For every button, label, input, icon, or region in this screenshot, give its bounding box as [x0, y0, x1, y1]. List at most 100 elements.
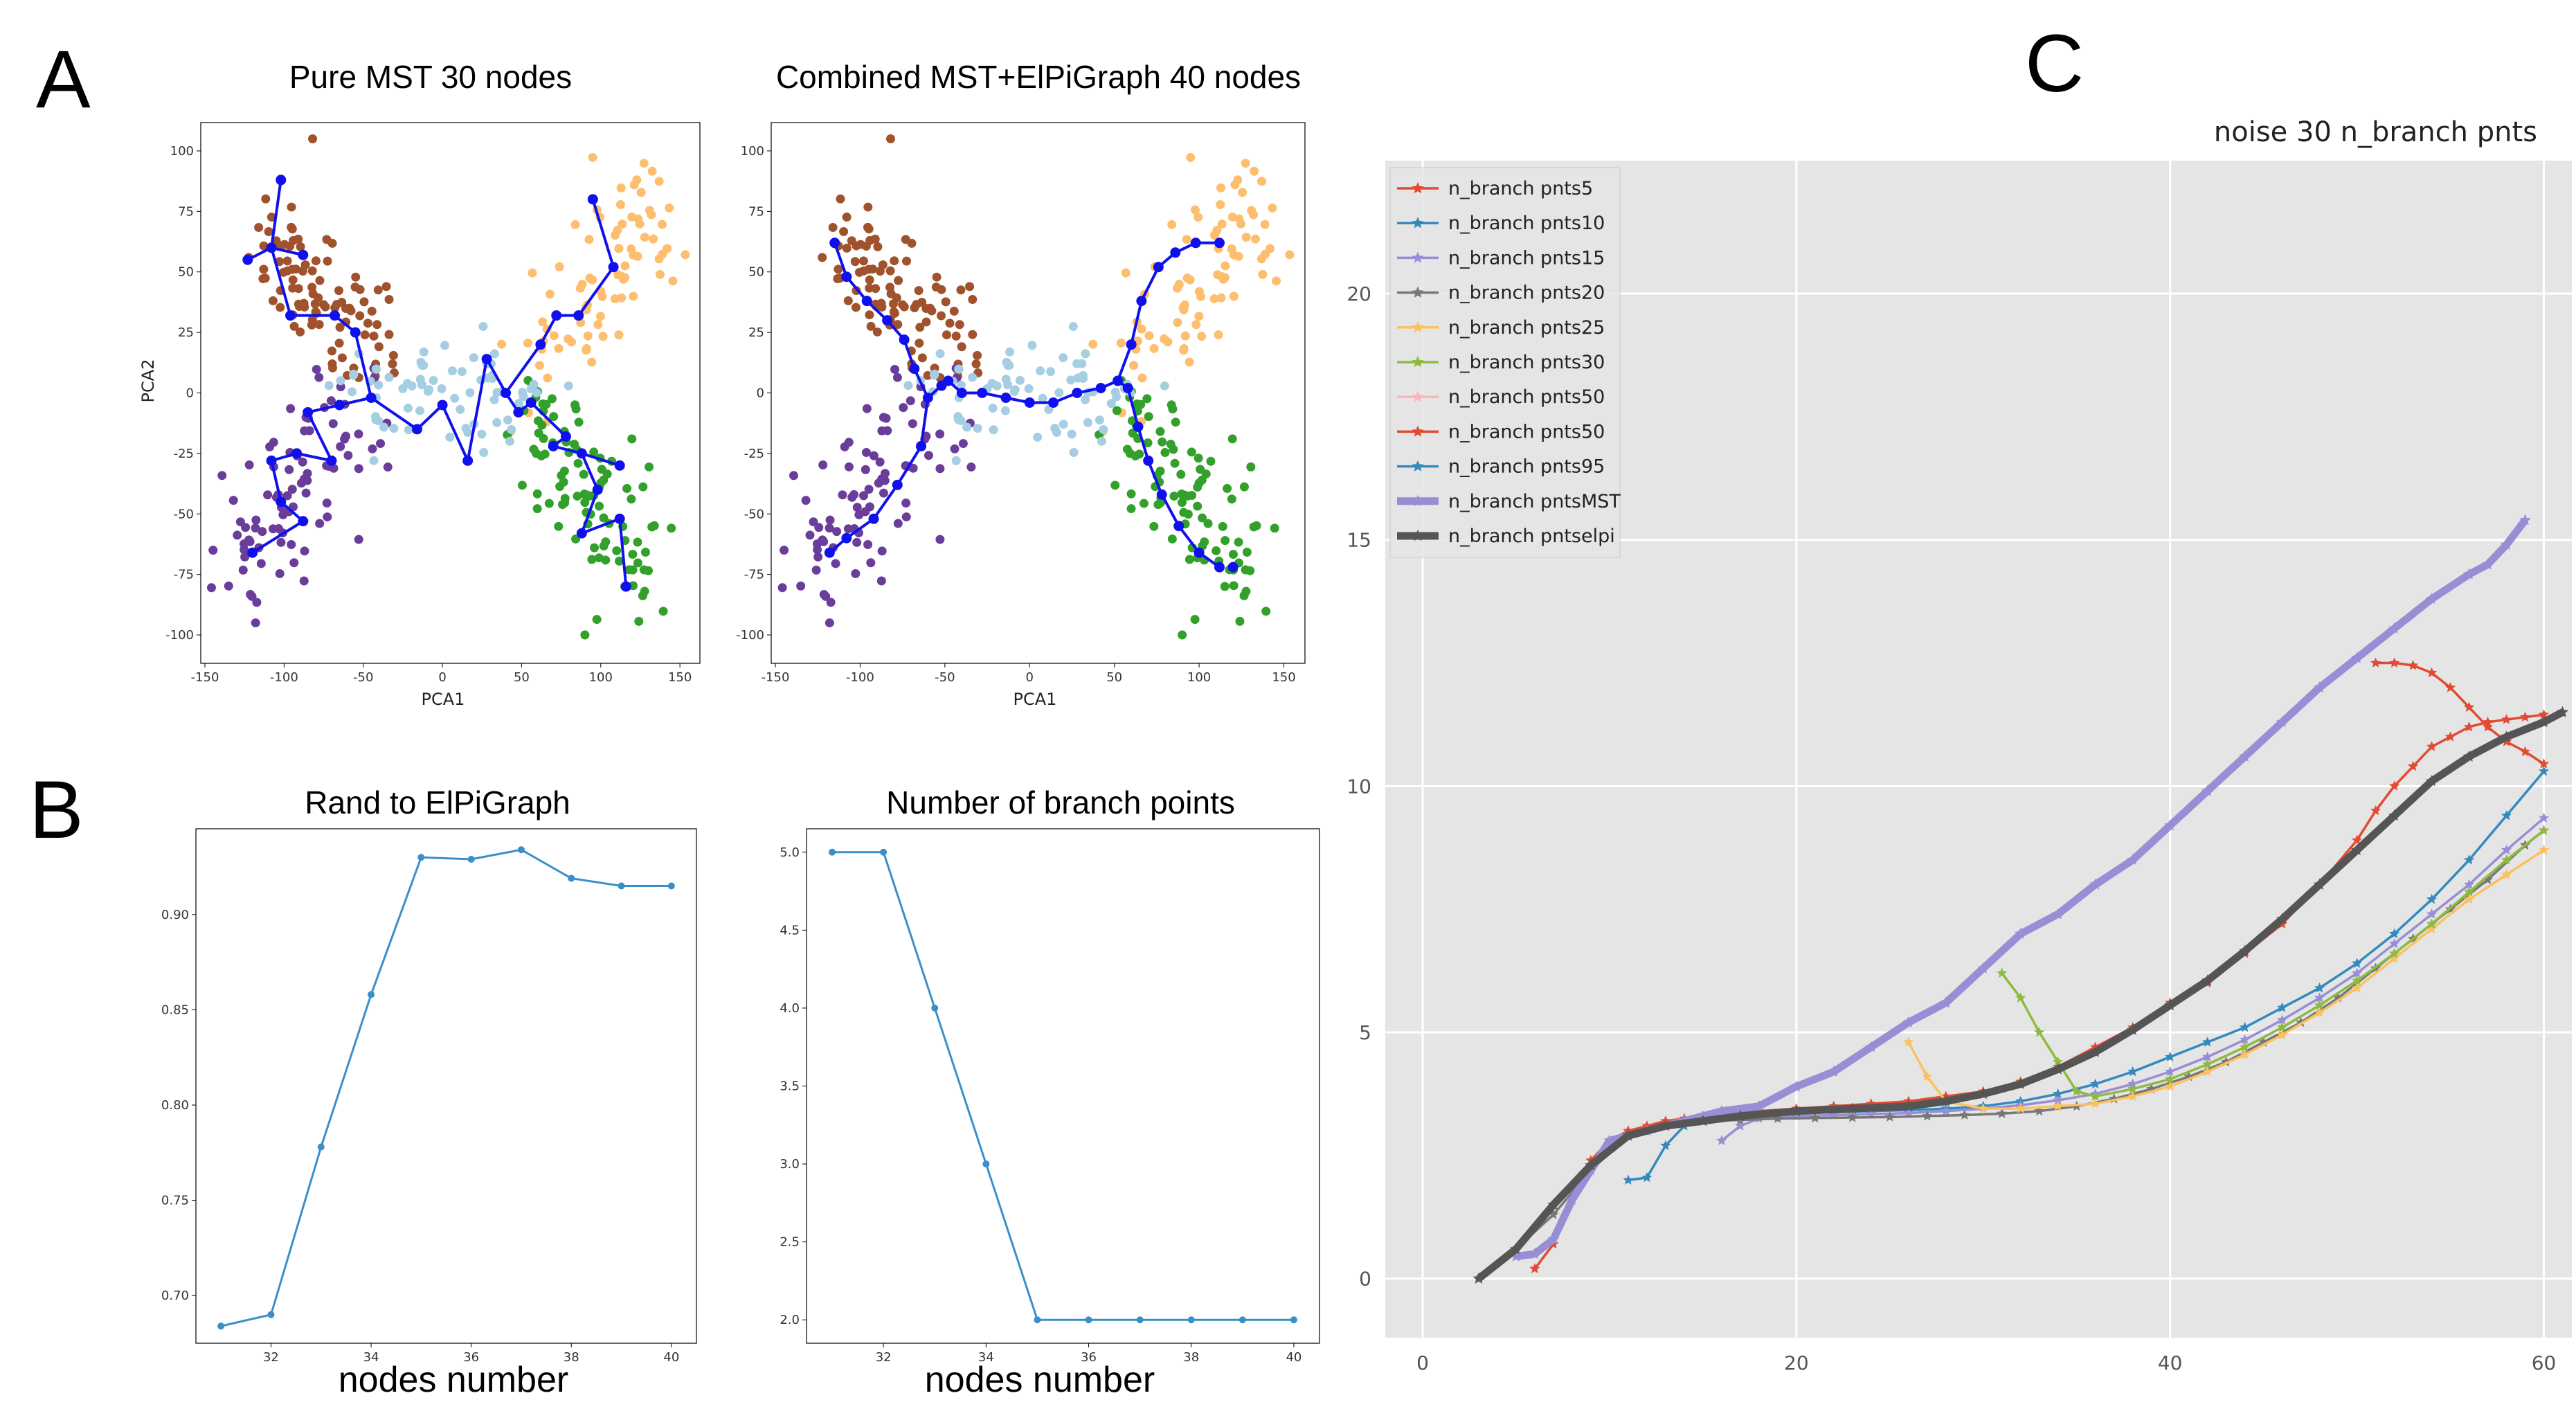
- chart-b2-xtick-label: 36: [1081, 1350, 1097, 1365]
- chart-a2-cloud-point: [1228, 550, 1238, 559]
- chart-a1-cloud-point: [321, 302, 330, 312]
- chart-c-series-marker: [1734, 1109, 1747, 1122]
- chart-a2-graph-node: [861, 296, 872, 307]
- chart-a1-graph-edge: [307, 404, 340, 414]
- chart-a1-cloud-point: [289, 235, 298, 245]
- chart-b1-xtick-label: 34: [363, 1350, 379, 1365]
- chart-a2-cloud-point: [1171, 418, 1180, 427]
- chart-a2-cloud-point: [813, 545, 822, 555]
- chart-c-legend-label: n_branch pnts10: [1448, 213, 1605, 234]
- chart-a2-cloud-point: [1203, 519, 1213, 528]
- chart-c-series-marker: [2352, 982, 2363, 993]
- chart-a2-cloud-point: [833, 274, 843, 284]
- chart-c-series-marker: [2071, 1086, 2082, 1096]
- chart-a1-ylabel: PCA2: [138, 359, 158, 403]
- chart-a1-cloud-point: [300, 426, 309, 436]
- chart-a2-cloud-point: [1177, 489, 1187, 499]
- chart-a1-ytick-label: -100: [165, 628, 194, 643]
- chart-a2-cloud-point: [926, 303, 935, 313]
- chart-a2-cloud-point: [1187, 447, 1196, 457]
- chart-a2-ytick-label: -50: [744, 507, 764, 521]
- chart-a1-cloud-point: [323, 512, 332, 522]
- chart-c-series-marker: [2463, 886, 2475, 897]
- chart-c-series-marker: [1865, 1041, 1877, 1052]
- chart-a1-cloud-point: [636, 188, 646, 197]
- chart-c-series-marker: [2389, 938, 2400, 949]
- chart-a1-graph-node: [366, 392, 377, 403]
- chart-a1-graph-edge: [591, 199, 615, 268]
- chart-a1-cloud-point: [354, 464, 363, 474]
- chart-a2-cloud-point: [923, 370, 933, 380]
- chart-c-series-marker: [1903, 1036, 1914, 1047]
- chart-a2-graph-node: [1095, 383, 1106, 394]
- chart-a1-cloud-point: [549, 412, 559, 422]
- chart-a1-graph-node: [334, 400, 345, 411]
- chart-a2-cloud-point: [809, 517, 818, 527]
- chart-a1-ytick-label: -25: [174, 447, 194, 461]
- chart-a2-cloud-point: [1191, 320, 1201, 330]
- chart-a2-cloud-point: [1112, 406, 1122, 415]
- chart-a1-cloud-point: [616, 183, 626, 192]
- chart-a2-cloud-point: [893, 519, 903, 528]
- chart-a1-graph-edge: [577, 266, 615, 316]
- chart-a1-cloud-point: [638, 482, 648, 492]
- chart-a2-cloud-point: [1217, 271, 1227, 281]
- chart-b2-frame: [806, 828, 1320, 1344]
- chart-a1-cloud-point: [447, 366, 457, 376]
- chart-c-series-marker: [2501, 714, 2512, 724]
- chart-b2-ytick-label: 2.5: [780, 1235, 800, 1250]
- chart-c-series-marker: [2053, 1056, 2064, 1067]
- chart-a2-cloud-point: [1185, 357, 1194, 367]
- chart-a1-graph-node: [614, 460, 625, 471]
- chart-a2-cloud-point: [777, 583, 787, 593]
- chart-a1-cloud-point: [450, 393, 460, 403]
- chart-a2-cloud-point: [869, 451, 879, 460]
- chart-a1-cloud-point: [217, 471, 227, 481]
- chart-a2-cloud-point: [1163, 337, 1173, 347]
- chart-a1-ytick-label: -75: [174, 568, 194, 582]
- chart-b2-ytick-label: 4.0: [780, 1001, 800, 1016]
- chart-a1-cloud-point: [384, 294, 394, 304]
- chart-c-series-marker: [2090, 1078, 2101, 1089]
- chart-a2-cloud-point: [1229, 291, 1239, 301]
- chart-a1-cloud-point: [334, 286, 343, 296]
- chart-a2-cloud-point: [1250, 166, 1259, 176]
- chart-a1-cloud-point: [640, 586, 649, 596]
- chart-c-series-marker: [1977, 1087, 1990, 1100]
- chart-c-series-marker: [1529, 1263, 1540, 1273]
- chart-b2-ytick-label: 3.0: [780, 1157, 800, 1172]
- chart-a1-cloud-point: [654, 177, 664, 186]
- chart-a2-cloud-point: [879, 488, 888, 498]
- chart-a1-graph-edge: [270, 247, 292, 316]
- chart-b2-data-point: [1034, 1316, 1041, 1324]
- chart-a2-cloud-point: [992, 381, 1002, 391]
- chart-c-series-marker: [1772, 1113, 1783, 1123]
- chart-a1-cloud-point: [282, 256, 292, 266]
- chart-a1-cloud-point: [595, 501, 604, 511]
- chart-c-series-marker: [2351, 652, 2363, 663]
- chart-a1-cloud-point: [615, 200, 625, 210]
- chart-a2-ytick-label: 100: [741, 144, 764, 159]
- chart-a1-cloud-point: [612, 546, 622, 555]
- chart-c-series-marker: [2389, 953, 2400, 963]
- chart-a1-graph-node: [411, 424, 422, 435]
- chart-a1-cloud-point: [613, 226, 622, 235]
- chart-a1-cloud-point: [282, 491, 292, 501]
- chart-a2-cloud-point: [1194, 478, 1204, 488]
- chart-a1-cloud-point: [573, 492, 582, 501]
- chart-a1-cloud-point: [347, 387, 357, 397]
- chart-a2: -150 -100 -50 0 50 100 150 -100 -75 -50 -25 0 25 50 75…: [736, 122, 1306, 685]
- chart-c-series-marker: [2164, 819, 2177, 831]
- chart-a2-cloud-point: [917, 298, 927, 307]
- chart-b2-data-point: [1239, 1316, 1246, 1324]
- chart-a2-cloud-point: [843, 296, 853, 305]
- chart-a2-cloud-point: [1081, 395, 1090, 404]
- chart-c-series-marker: [2501, 869, 2512, 879]
- chart-a2-graph-node: [1194, 547, 1205, 558]
- chart-a2-cloud-point: [1242, 548, 1252, 557]
- chart-c-series-marker: [2463, 721, 2475, 732]
- chart-a2-cloud-point: [866, 321, 876, 331]
- chart-c-series-marker: [2053, 1095, 2064, 1105]
- chart-a1-graph-node: [266, 455, 277, 466]
- chart-a1-cloud-point: [573, 458, 583, 468]
